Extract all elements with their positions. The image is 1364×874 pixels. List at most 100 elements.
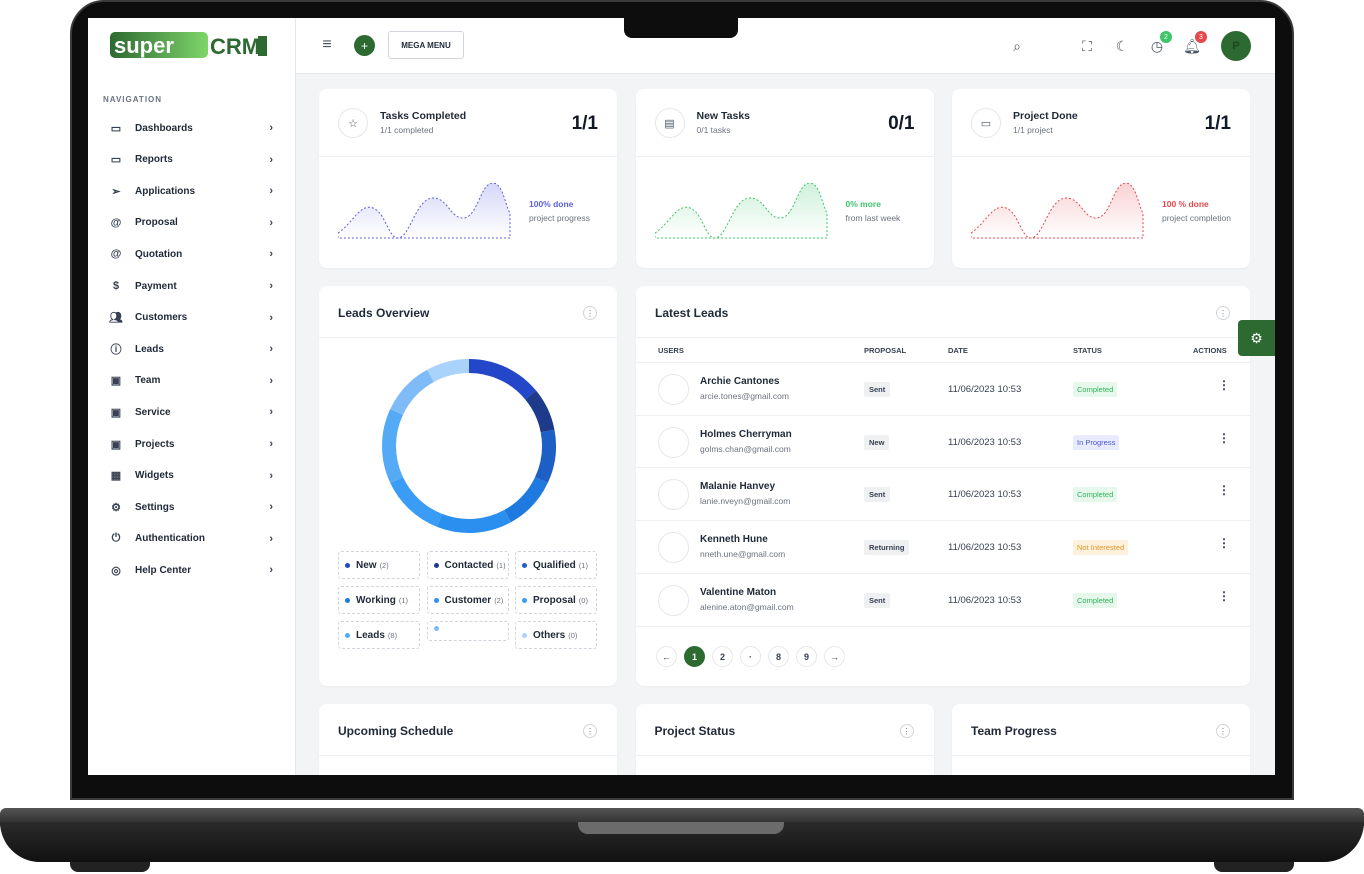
page-button[interactable]: 9 bbox=[796, 646, 817, 667]
page-button[interactable]: 8 bbox=[768, 646, 789, 667]
dark-mode-icon[interactable]: ☾ bbox=[1115, 37, 1129, 54]
fullscreen-icon[interactable]: ⛶ bbox=[1082, 37, 1092, 54]
legend-label: Working bbox=[356, 594, 396, 606]
donut-segment bbox=[503, 476, 548, 523]
notification-badge: 3 bbox=[1195, 31, 1207, 43]
legend-dot bbox=[433, 562, 439, 568]
sidebar-item-settings[interactable]: ⚙ Settings › bbox=[108, 496, 273, 518]
sidebar-item-help-center[interactable]: ◎ Help Center › bbox=[108, 559, 273, 581]
legend-label: Qualified bbox=[533, 559, 576, 571]
more-info-icon[interactable]: ⋮ bbox=[1216, 306, 1230, 320]
mega-menu-button[interactable]: MEGA MENU bbox=[388, 31, 464, 59]
more-actions-icon[interactable]: ⋮ bbox=[1218, 536, 1230, 551]
more-info-icon[interactable]: ⋮ bbox=[899, 724, 914, 738]
donut-segment bbox=[525, 390, 555, 433]
page-button[interactable]: 2 bbox=[712, 646, 733, 667]
chevron-right-icon: › bbox=[269, 185, 273, 198]
table-row[interactable]: Archie Cantones arcie.tones@gmail.com Se… bbox=[636, 362, 1250, 415]
legend-item[interactable]: Contacted (1) bbox=[426, 551, 509, 579]
more-info-icon[interactable]: ⋮ bbox=[583, 306, 597, 320]
legend-item[interactable]: New (2) bbox=[338, 551, 420, 579]
table-row[interactable]: Holmes Cherryman golms.chan@gmail.com Ne… bbox=[636, 414, 1250, 468]
legend-item[interactable] bbox=[426, 621, 509, 641]
sidebar-item-proposal[interactable]: @ Proposal › bbox=[108, 212, 273, 234]
sidebar-item-payment[interactable]: $ Payment › bbox=[108, 275, 273, 297]
legend-dot bbox=[522, 597, 527, 603]
more-info-icon[interactable]: ⋮ bbox=[583, 724, 597, 738]
more-actions-icon[interactable]: ⋮ bbox=[1218, 588, 1230, 603]
menu-toggle-icon[interactable]: ≡ bbox=[322, 36, 332, 53]
avatar bbox=[658, 426, 689, 458]
stat-subtitle: 1/1 project bbox=[1013, 125, 1053, 135]
sidebar-item-projects[interactable]: ▣ Projects › bbox=[108, 433, 273, 455]
sidebar-item-applications[interactable]: ➢ Applications › bbox=[108, 180, 273, 202]
page-button[interactable]: · bbox=[740, 646, 761, 667]
bell-icon[interactable]: 🔔︎ 3 bbox=[1183, 31, 1207, 55]
logo[interactable]: super CRM bbox=[110, 30, 270, 60]
card-title: Latest Leads bbox=[655, 306, 729, 320]
briefcase-icon: ▣ bbox=[110, 375, 122, 388]
status-badge: Completed bbox=[1073, 592, 1118, 608]
proposal-badge: New bbox=[864, 434, 890, 450]
lead-date: 11/06/2023 10:53 bbox=[948, 594, 1022, 606]
legend-dot bbox=[522, 562, 527, 568]
layout-icon: ▦ bbox=[110, 470, 122, 483]
stat-subtitle: 0/1 tasks bbox=[696, 125, 731, 135]
legend-dot bbox=[522, 632, 527, 638]
sidebar-item-authentication[interactable]: ⏻ Authentication › bbox=[108, 528, 273, 550]
dashboard-card: Team Progress ⋮ bbox=[952, 704, 1250, 775]
legend-dot bbox=[345, 632, 350, 638]
legend-count: (0) bbox=[568, 630, 578, 640]
legend-item[interactable]: Leads (8) bbox=[338, 621, 420, 649]
avatar[interactable]: P bbox=[1221, 31, 1251, 61]
stat-card: ▤ New Tasks 0/1 tasks 0/1 0% more from l… bbox=[635, 89, 934, 268]
table-row[interactable]: Kenneth Hune nneth.une@gmail.com Returni… bbox=[636, 520, 1250, 573]
settings-gear-button[interactable]: ⚙ bbox=[1238, 320, 1275, 356]
dashboard-card: Upcoming Schedule ⋮ bbox=[319, 704, 617, 775]
legend-count: (2) bbox=[494, 595, 504, 605]
legend-item[interactable]: Working (1) bbox=[338, 586, 420, 614]
table-row[interactable]: Malanie Hanvey lanie.nveyn@gmail.com Sen… bbox=[636, 467, 1250, 520]
clock-icon[interactable]: ◷ 2 bbox=[1148, 31, 1172, 55]
legend-dot bbox=[345, 597, 350, 603]
more-actions-icon[interactable]: ⋮ bbox=[1218, 378, 1230, 392]
sidebar-item-label: Leads bbox=[135, 343, 164, 355]
more-info-icon[interactable]: ⋮ bbox=[1216, 724, 1230, 738]
table-row[interactable]: Valentine Maton alenine.aton@gmail.com S… bbox=[636, 572, 1250, 626]
legend-item[interactable]: Others (0) bbox=[515, 621, 597, 649]
more-actions-icon[interactable]: ⋮ bbox=[1218, 430, 1230, 445]
proposal-badge: Returning bbox=[864, 540, 910, 556]
sidebar-item-service[interactable]: ▣ Service › bbox=[108, 401, 273, 423]
more-actions-icon[interactable]: ⋮ bbox=[1218, 483, 1230, 498]
at-icon: @ bbox=[110, 216, 122, 229]
laptop-foot bbox=[1214, 862, 1294, 872]
status-badge: Completed bbox=[1073, 487, 1118, 503]
screen: super CRM NAVIGATION ▭ Dashboards › ▭ Report… bbox=[88, 18, 1275, 775]
page-button[interactable]: 1 bbox=[684, 646, 705, 667]
add-button[interactable]: + bbox=[354, 35, 375, 56]
sidebar-item-customers[interactable]: 👥︎ Customers › bbox=[108, 307, 273, 329]
page-button[interactable]: → bbox=[824, 646, 845, 667]
sidebar-item-leads[interactable]: ⓘ Leads › bbox=[108, 338, 274, 360]
sidebar-item-dashboards[interactable]: ▭ Dashboards › bbox=[108, 117, 273, 139]
lead-date: 11/06/2023 10:53 bbox=[948, 542, 1022, 554]
sidebar-item-quotation[interactable]: @ Quotation › bbox=[108, 243, 273, 265]
chevron-right-icon: › bbox=[269, 216, 273, 229]
sidebar-item-team[interactable]: ▣ Team › bbox=[108, 370, 273, 392]
sidebar-item-label: Applications bbox=[135, 185, 196, 197]
legend-item[interactable]: Proposal (0) bbox=[515, 586, 597, 614]
legend-count: (1) bbox=[496, 560, 506, 570]
legend-item[interactable]: Customer (2) bbox=[426, 586, 509, 614]
legend-item[interactable]: Qualified (1) bbox=[515, 551, 597, 579]
search-icon[interactable]: ⌕ bbox=[1013, 37, 1021, 54]
legend-dot bbox=[433, 626, 439, 631]
sidebar-item-label: Projects bbox=[135, 438, 175, 450]
sidebar-item-widgets[interactable]: ▦ Widgets › bbox=[108, 465, 273, 487]
stat-note: project progress bbox=[529, 213, 590, 223]
page-button[interactable]: ← bbox=[656, 646, 677, 667]
svg-text:CRM: CRM bbox=[210, 34, 260, 59]
proposal-badge: Sent bbox=[864, 592, 891, 608]
column-header: ACTIONS bbox=[1193, 346, 1227, 355]
user-email: nneth.une@gmail.com bbox=[700, 549, 786, 560]
sidebar-item-reports[interactable]: ▭ Reports › bbox=[108, 149, 273, 171]
